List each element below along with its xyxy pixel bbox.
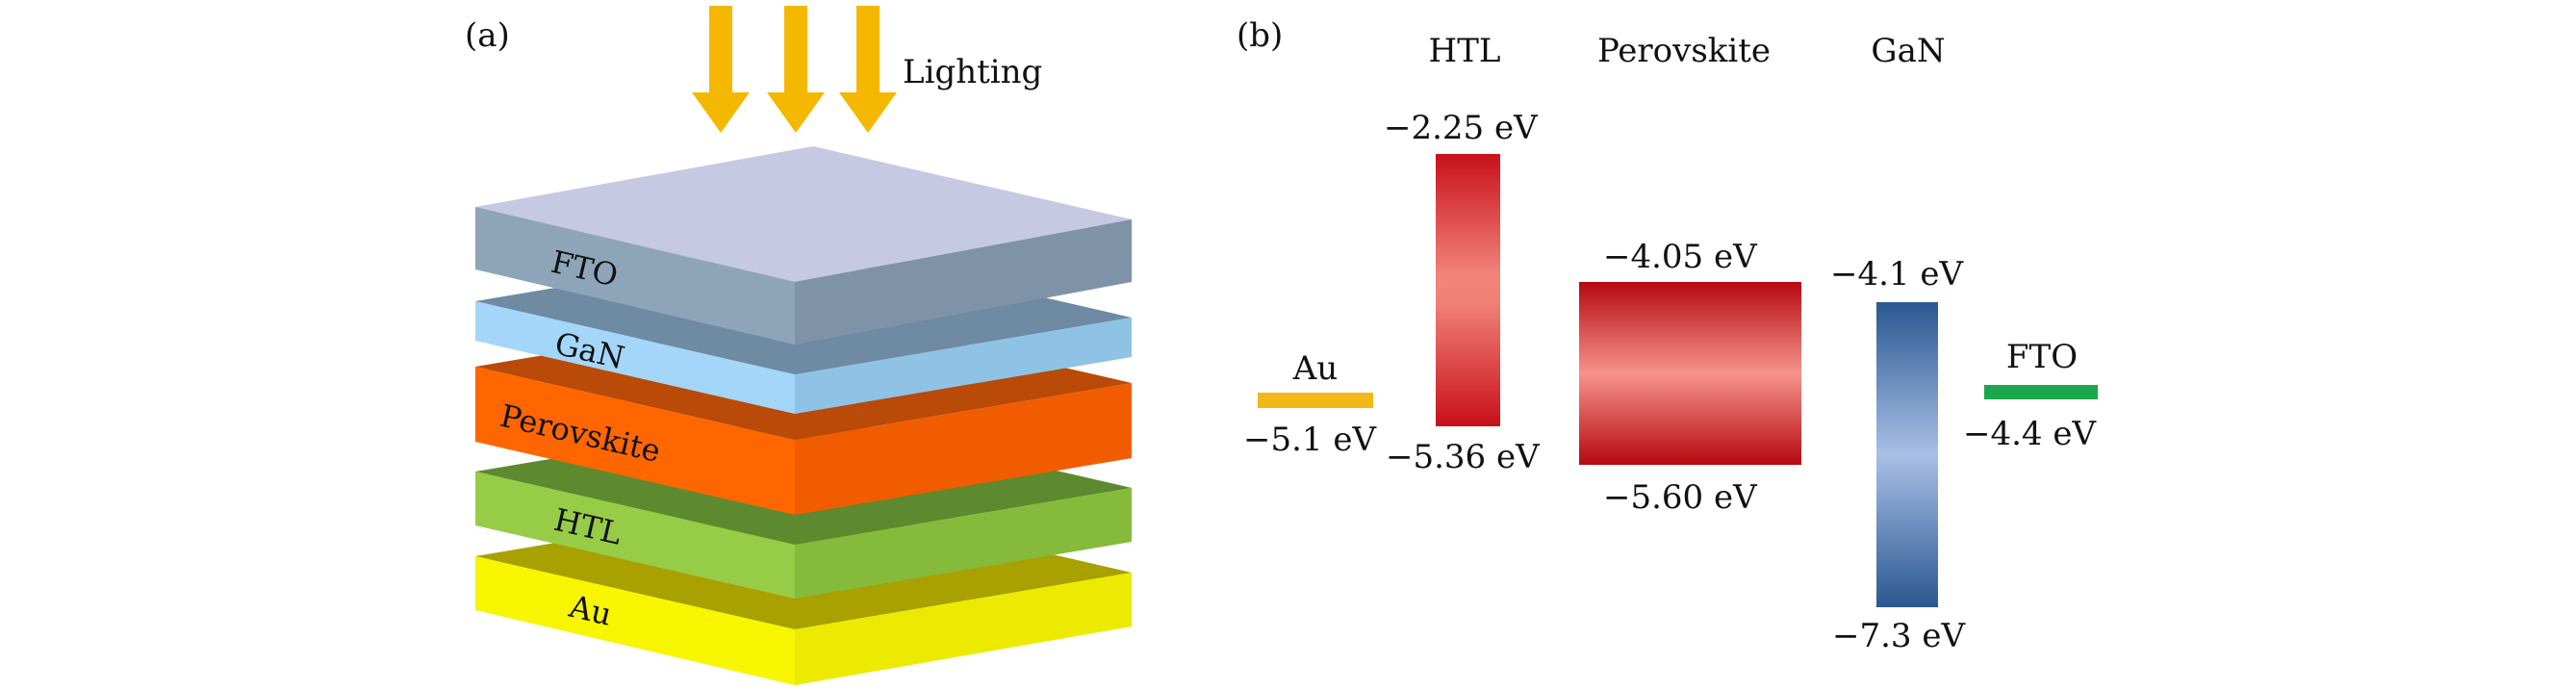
layer-au-front xyxy=(475,556,795,685)
lighting-arrow-2 xyxy=(767,6,825,133)
layer-htl-side xyxy=(795,488,1132,599)
layer-perovskite-front xyxy=(475,367,795,515)
header-htl: HTL xyxy=(1429,32,1501,70)
layer-htl-front xyxy=(475,472,795,599)
panel-a-label: (a) xyxy=(465,16,510,55)
header-gan: GaN xyxy=(1871,32,1945,70)
layer-fto-side xyxy=(795,219,1132,345)
au-level-line xyxy=(1258,393,1373,408)
header-perovskite: Perovskite xyxy=(1597,32,1771,70)
layer-perovskite-side xyxy=(795,383,1132,515)
layer-au-side xyxy=(795,573,1132,685)
au-name: Au xyxy=(1292,349,1338,388)
layer-gan-front xyxy=(475,301,795,414)
gan-band xyxy=(1876,302,1938,607)
layer-gan-side xyxy=(795,318,1132,414)
lighting-label: Lighting xyxy=(903,53,1042,91)
lighting-arrows xyxy=(692,6,897,133)
perovskite-bottom-value: −5.60 eV xyxy=(1603,478,1758,517)
panel-b-label: (b) xyxy=(1237,16,1283,55)
layer-fto-top xyxy=(475,146,1132,282)
fto-name: FTO xyxy=(2006,338,2078,376)
gan-top-value: −4.1 eV xyxy=(1830,255,1964,294)
htl-top-value: −2.25 eV xyxy=(1384,109,1539,147)
fto-value: −4.4 eV xyxy=(1963,415,2097,453)
panel-b: (b) HTL Perovskite GaN Au −5.1 eV −2.25 … xyxy=(1237,16,2098,655)
fto-level-line xyxy=(1984,385,2098,399)
htl-band xyxy=(1436,154,1500,426)
au-value: −5.1 eV xyxy=(1243,421,1377,459)
panel-a: (a) Lighting Au HTL Perovskite xyxy=(465,6,1132,685)
lighting-arrow-1 xyxy=(692,6,750,133)
layer-fto: FTO xyxy=(475,146,1132,345)
perovskite-top-value: −4.05 eV xyxy=(1603,238,1758,276)
gan-bottom-value: −7.3 eV xyxy=(1832,617,1966,655)
htl-bottom-value: −5.36 eV xyxy=(1386,438,1541,476)
lighting-arrow-3 xyxy=(839,6,897,133)
layer-fto-front xyxy=(475,207,795,345)
perovskite-band xyxy=(1579,282,1801,465)
